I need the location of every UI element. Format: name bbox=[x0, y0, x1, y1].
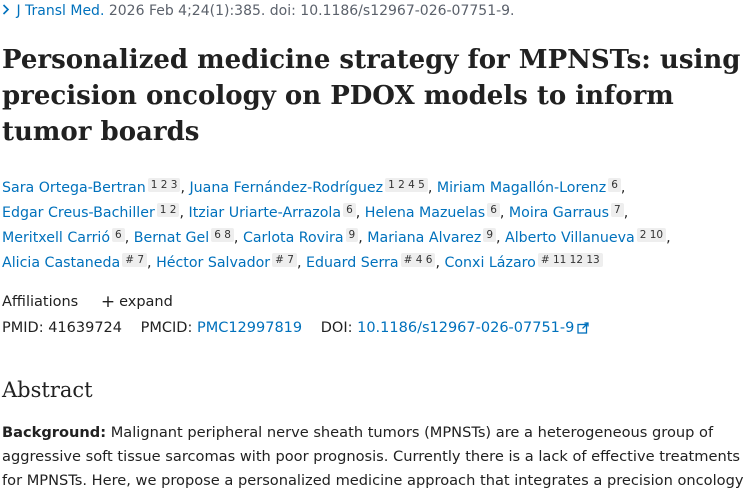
author-link[interactable]: Edgar Creus-Bachiller bbox=[2, 205, 155, 221]
author-link[interactable]: Miriam Magallón-Lorenz bbox=[436, 180, 607, 196]
author-affiliation-ref[interactable]: 9 bbox=[345, 228, 359, 242]
affiliations-row: Affiliations + expand bbox=[2, 292, 173, 312]
authors-list: Sara Ortega-Bertran 1 2 3, Juana Fernánde… bbox=[2, 178, 671, 271]
author-affiliation-ref[interactable]: 1 2 bbox=[156, 203, 180, 217]
author-affiliation-ref[interactable]: 6 bbox=[608, 178, 621, 192]
article-title: Personalized medicine strategy for MPNST… bbox=[2, 45, 741, 147]
pmcid-label: PMCID: bbox=[140, 320, 193, 336]
journal-link[interactable]: J Transl Med. bbox=[16, 3, 105, 19]
author-link[interactable]: Mariana Alvarez bbox=[367, 230, 482, 246]
background-label: Background: bbox=[2, 424, 107, 441]
doi-link[interactable]: 10.1186/s12967-026-07751-9 bbox=[357, 320, 575, 336]
chevron-right-icon[interactable] bbox=[2, 4, 12, 19]
author-affiliation-ref[interactable]: # 7 bbox=[272, 253, 297, 267]
author-link[interactable]: Bernat Gel bbox=[133, 230, 210, 246]
author-affiliation-ref[interactable]: 7 bbox=[611, 203, 624, 217]
author-link[interactable]: Eduard Serra bbox=[305, 255, 399, 271]
author-link[interactable]: Meritxell Carrió bbox=[2, 230, 111, 246]
author-link[interactable]: Alberto Villanueva bbox=[505, 230, 635, 246]
author-link[interactable]: Héctor Salvador bbox=[156, 255, 271, 271]
author-link[interactable]: Itziar Uriarte-Arrazola bbox=[188, 205, 342, 221]
background-text: Malignant peripheral nerve sheath tumors… bbox=[2, 424, 744, 489]
author-affiliation-ref[interactable]: # 4 6 bbox=[400, 253, 436, 267]
pmid-label: PMID: bbox=[2, 320, 44, 336]
affiliations-label: Affiliations bbox=[2, 294, 79, 310]
author-affiliation-ref[interactable]: 1 2 3 bbox=[147, 178, 181, 192]
identifiers-row: PMID: 41639724 PMCID: PMC12997819 DOI: 1… bbox=[2, 320, 590, 338]
pmid-value: 41639724 bbox=[48, 320, 123, 336]
abstract-background: Background: Malignant peripheral nerve s… bbox=[2, 421, 747, 493]
author-link[interactable]: Moira Garraus bbox=[508, 205, 609, 221]
author-affiliation-ref[interactable]: 6 bbox=[343, 203, 356, 217]
author-affiliation-ref[interactable]: # 7 bbox=[122, 253, 148, 267]
author-link[interactable]: Helena Mazuelas bbox=[364, 205, 486, 221]
citation-line: J Transl Med. 2026 Feb 4;24(1):385. doi:… bbox=[2, 3, 515, 19]
external-link-icon[interactable] bbox=[577, 322, 590, 338]
abstract-heading: Abstract bbox=[2, 378, 93, 402]
author-link[interactable]: Alicia Castaneda bbox=[2, 255, 121, 271]
plus-icon: + bbox=[100, 292, 116, 312]
doi-label: DOI: bbox=[320, 320, 353, 336]
expand-affiliations-button[interactable]: + expand bbox=[100, 292, 173, 312]
pmcid-link[interactable]: PMC12997819 bbox=[196, 320, 303, 336]
author-affiliation-ref[interactable]: 9 bbox=[483, 228, 496, 242]
author-affiliation-ref[interactable]: 2 10 bbox=[636, 228, 667, 242]
author-affiliation-ref[interactable]: 6 bbox=[112, 228, 125, 242]
author-link[interactable]: Conxi Lázaro bbox=[444, 255, 536, 271]
author-affiliation-ref[interactable]: 1 2 4 5 bbox=[385, 178, 428, 192]
author-affiliation-ref[interactable]: 6 bbox=[487, 203, 500, 217]
expand-label: expand bbox=[119, 294, 173, 310]
citation-details: 2026 Feb 4;24(1):385. doi: 10.1186/s1296… bbox=[108, 3, 515, 19]
author-affiliation-ref[interactable]: # 11 12 13 bbox=[537, 253, 603, 267]
author-link[interactable]: Sara Ortega-Bertran bbox=[2, 180, 146, 196]
author-link[interactable]: Juana Fernández-Rodríguez bbox=[189, 180, 384, 196]
author-affiliation-ref[interactable]: 6 8 bbox=[211, 228, 234, 242]
author-link[interactable]: Carlota Rovira bbox=[242, 230, 344, 246]
